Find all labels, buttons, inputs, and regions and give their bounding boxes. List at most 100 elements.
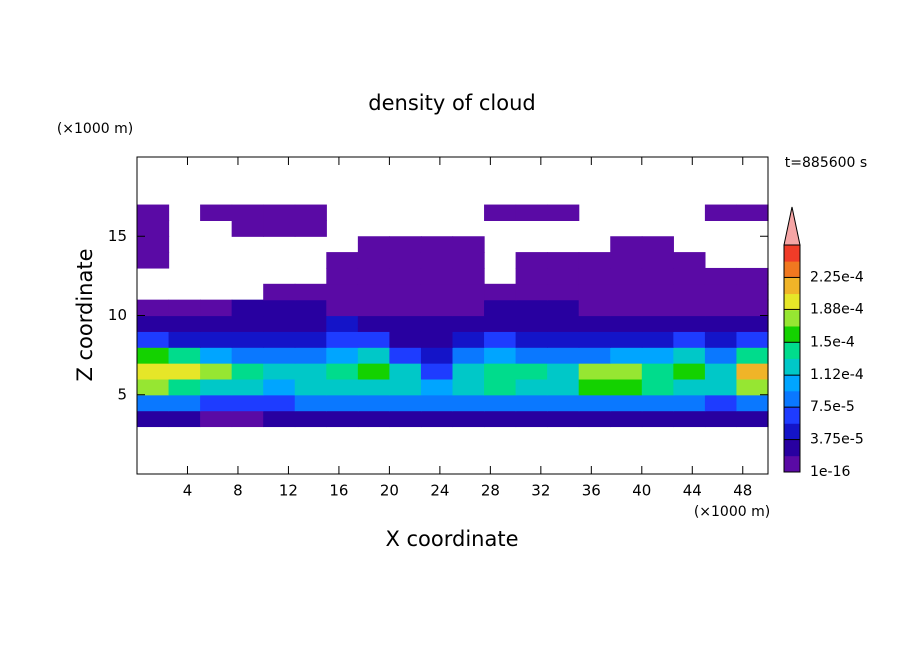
contour-cell xyxy=(137,331,170,348)
contour-cell xyxy=(263,347,296,364)
contour-cell xyxy=(294,363,327,380)
contour-cell xyxy=(673,347,706,364)
y-tick-label: 5 xyxy=(117,385,127,403)
colorbar-band xyxy=(784,293,800,311)
contour-cell xyxy=(673,378,706,396)
contour-cell xyxy=(578,331,611,348)
contour-cell xyxy=(137,299,170,317)
contour-cell xyxy=(357,252,390,269)
contour-cell xyxy=(452,267,485,285)
contour-cell xyxy=(137,220,170,237)
contour-cell xyxy=(389,347,422,364)
colorbar-band xyxy=(784,358,800,376)
contour-cell xyxy=(641,394,674,412)
contour-cell xyxy=(420,347,454,364)
contour-cell xyxy=(168,410,201,428)
contour-cell xyxy=(673,410,706,428)
colorbar-tick-label: 2.25e-4 xyxy=(810,269,864,285)
contour-cell xyxy=(200,363,233,380)
contour-cell xyxy=(200,378,233,396)
x-tick-label: 28 xyxy=(481,482,500,500)
contour-cell xyxy=(263,220,296,237)
contour-cell xyxy=(357,299,390,317)
contour-cell xyxy=(641,236,674,253)
contour-cell xyxy=(736,363,769,380)
x-unit: (×1000 m) xyxy=(694,504,770,520)
contour-cell xyxy=(610,363,643,380)
contour-cell xyxy=(420,363,454,380)
contour-cell xyxy=(420,410,454,428)
contour-cell xyxy=(168,347,201,364)
contour-cell xyxy=(326,267,359,285)
contour-cell xyxy=(484,410,517,428)
contour-cell xyxy=(704,331,738,348)
contour-cell xyxy=(452,299,485,317)
x-tick-label: 48 xyxy=(733,482,752,500)
contour-cell xyxy=(515,283,548,301)
contour-cell xyxy=(231,410,264,428)
contour-cell xyxy=(294,347,327,364)
contour-cell xyxy=(231,220,264,237)
contour-cell xyxy=(641,347,674,364)
contour-cell xyxy=(137,315,170,332)
contour-cell xyxy=(578,363,611,380)
contour-cell xyxy=(641,363,674,380)
contour-cell xyxy=(231,315,264,332)
contour-cell xyxy=(673,252,706,269)
contour-cell xyxy=(231,204,264,221)
contour-cell xyxy=(420,236,454,253)
contour-cell xyxy=(200,315,233,332)
x-tick-label: 16 xyxy=(329,482,348,500)
contour-cell xyxy=(704,204,738,221)
contour-cell xyxy=(357,283,390,301)
contour-cell xyxy=(168,315,201,332)
contour-cell xyxy=(231,363,264,380)
contour-cell xyxy=(578,394,611,412)
contour-cell xyxy=(452,236,485,253)
contour-cell xyxy=(326,283,359,301)
contour-cell xyxy=(515,315,548,332)
contour-cell xyxy=(704,267,738,285)
contour-cell xyxy=(578,410,611,428)
contour-cell xyxy=(168,363,201,380)
contour-cell xyxy=(641,410,674,428)
contour-cell xyxy=(578,283,611,301)
contour-cell xyxy=(547,252,580,269)
contour-cell xyxy=(452,252,485,269)
contour-cell xyxy=(610,267,643,285)
contour-cell xyxy=(200,331,233,348)
colorbar-band xyxy=(784,342,800,359)
contour-cell xyxy=(641,283,674,301)
contour-cell xyxy=(420,315,454,332)
contour-cell xyxy=(515,363,548,380)
contour-cell xyxy=(263,283,296,301)
contour-cell xyxy=(357,315,390,332)
contour-cell xyxy=(704,299,738,317)
colorbar-tick-label: 1.5e-4 xyxy=(810,334,855,350)
contour-cell xyxy=(641,299,674,317)
contour-cell xyxy=(736,410,769,428)
colorbar-extend xyxy=(783,206,801,246)
contour-cell xyxy=(547,378,580,396)
colorbar-band xyxy=(784,245,800,262)
contour-cell xyxy=(452,315,485,332)
contour-cell xyxy=(137,236,170,253)
colorbar-band xyxy=(784,439,800,457)
contour-cell xyxy=(389,299,422,317)
contour-cell xyxy=(610,315,643,332)
contour-cell xyxy=(389,283,422,301)
contour-cell xyxy=(294,378,327,396)
contour-cell xyxy=(641,267,674,285)
contour-cell xyxy=(263,331,296,348)
contour-cell xyxy=(515,267,548,285)
contour-cell xyxy=(547,331,580,348)
time-label: t=885600 s xyxy=(785,155,867,171)
contour-cell xyxy=(326,331,359,348)
contour-cell xyxy=(137,378,170,396)
contour-cell xyxy=(263,299,296,317)
contour-cell xyxy=(610,394,643,412)
contour-cell xyxy=(420,283,454,301)
contour-cell xyxy=(704,283,738,301)
contour-cell xyxy=(736,347,769,364)
